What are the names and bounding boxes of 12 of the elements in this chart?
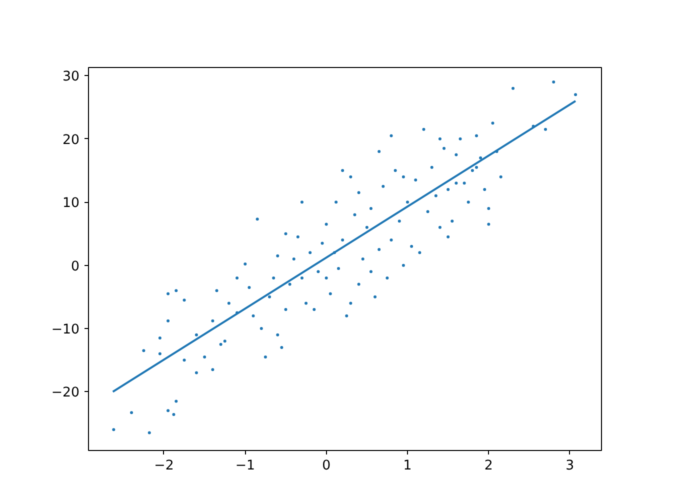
y-tick-label: 0 (71, 259, 80, 274)
x-tick-label: 0 (322, 458, 331, 474)
x-tick-label: 2 (484, 458, 493, 474)
x-tick-label: 1 (403, 458, 412, 474)
y-tick-label: 10 (62, 196, 80, 212)
y-tick-label: 20 (62, 132, 80, 148)
y-tick-label: −20 (51, 386, 80, 401)
y-tick-label: 30 (62, 70, 80, 85)
y-tick-label: −10 (51, 322, 80, 338)
x-tick-label: 3 (566, 458, 574, 474)
x-tick-label: −1 (235, 458, 255, 474)
x-tick-label: −2 (154, 458, 174, 474)
